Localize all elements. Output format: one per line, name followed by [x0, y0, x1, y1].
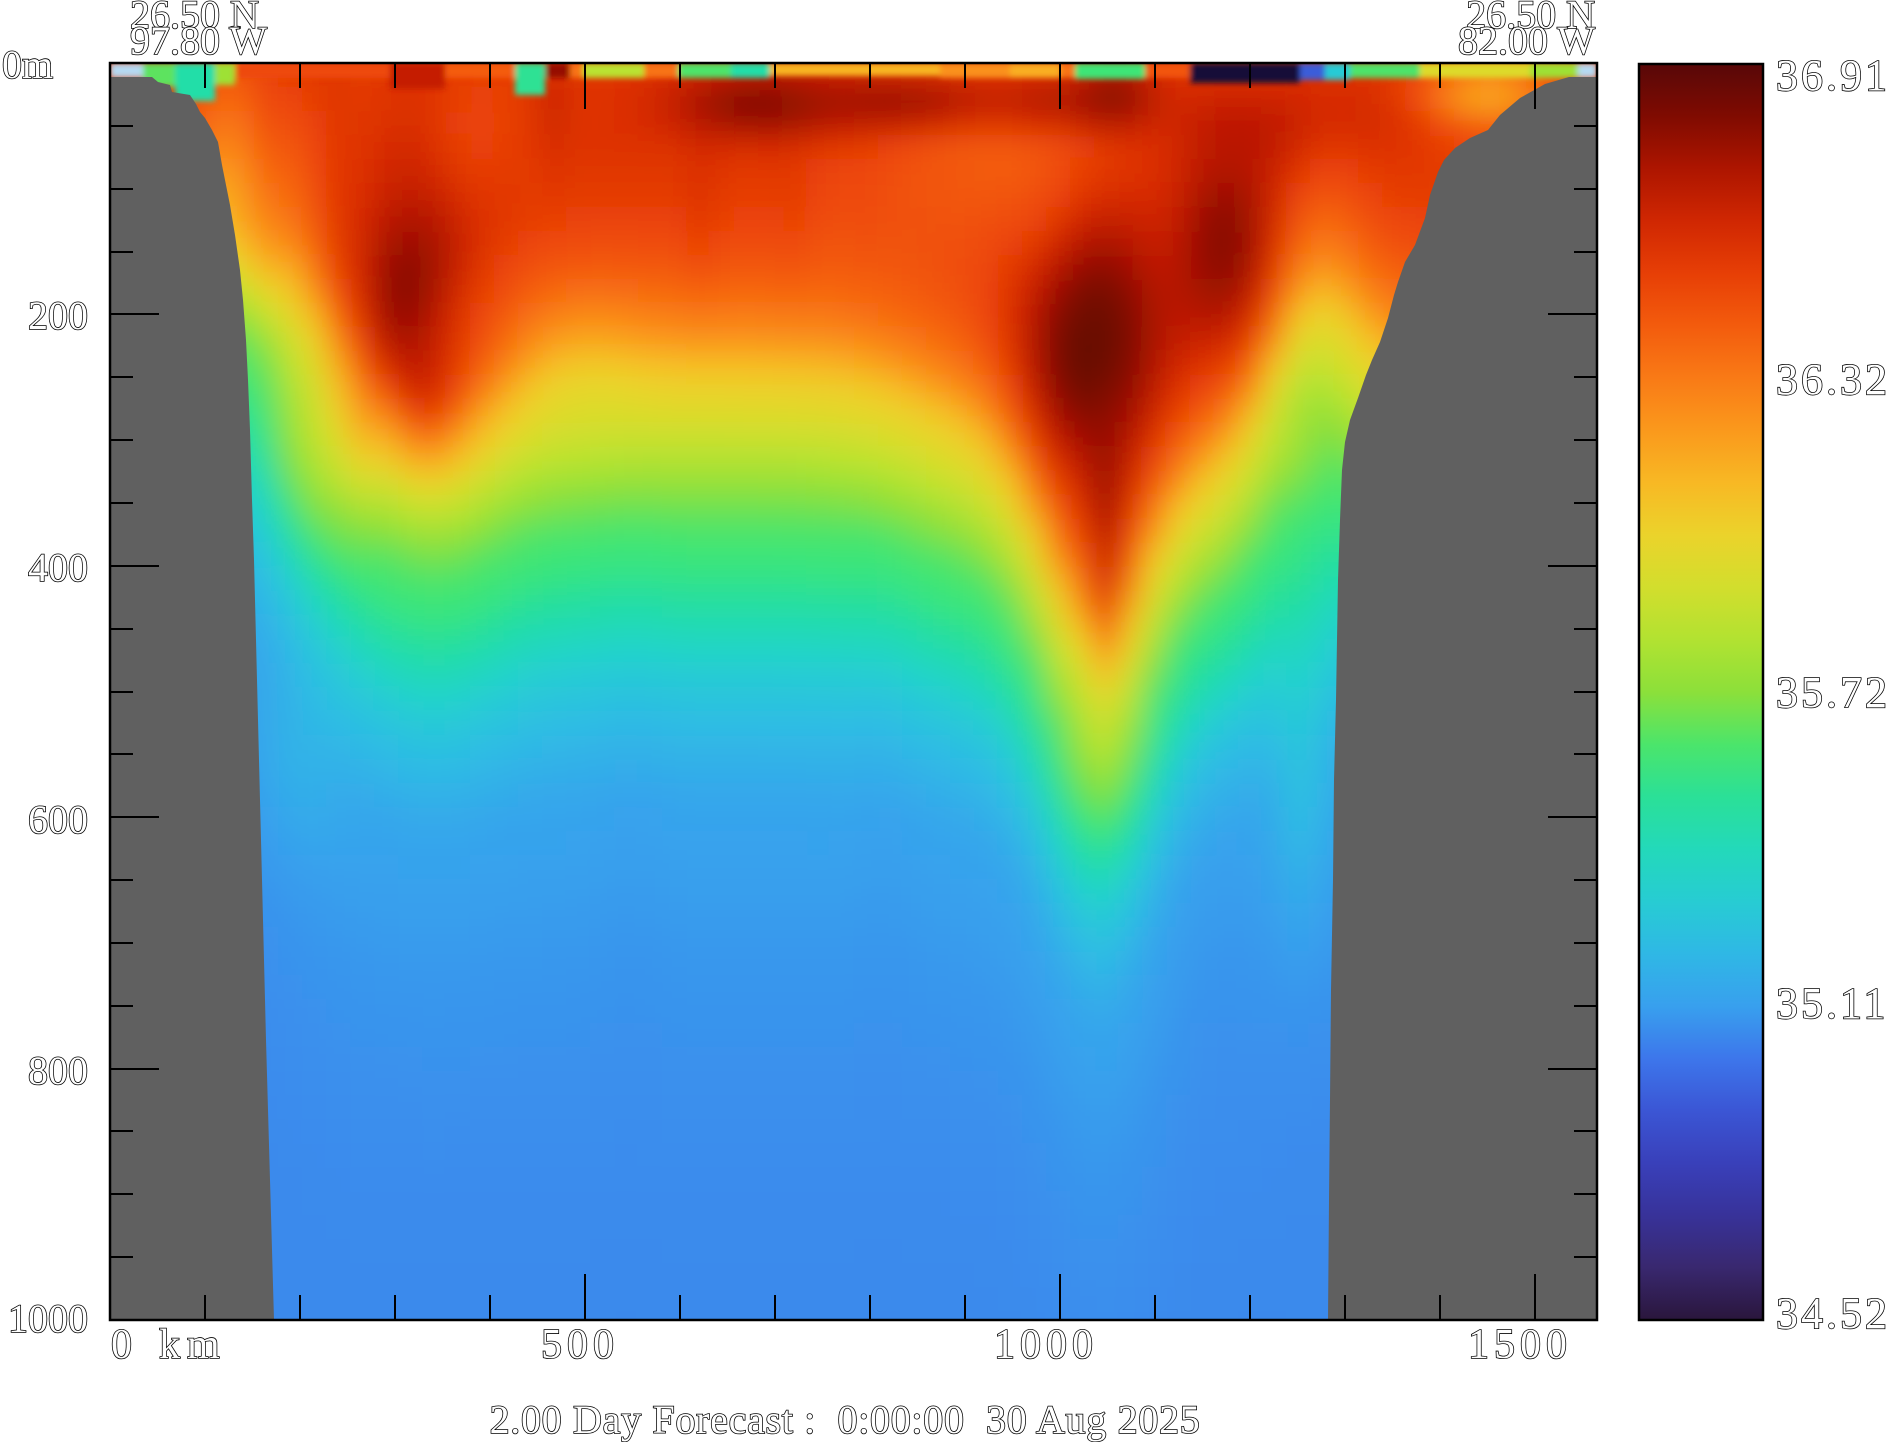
svg-text:26.50 N: 26.50 N [130, 0, 259, 37]
svg-text:35.11: 35.11 [1776, 979, 1888, 1028]
svg-text:36.91: 36.91 [1776, 51, 1890, 100]
svg-text:0m: 0m [2, 42, 53, 87]
svg-text:26.50 N: 26.50 N [1466, 0, 1595, 37]
svg-text:36.32: 36.32 [1776, 355, 1890, 404]
svg-text:600: 600 [28, 797, 88, 842]
svg-text:1500: 1500 [1468, 1322, 1572, 1368]
svg-text:97.80 W: 97.80 W [130, 18, 267, 63]
svg-text:400: 400 [28, 545, 88, 590]
svg-text:1000: 1000 [994, 1322, 1098, 1368]
svg-text:35.72: 35.72 [1776, 668, 1890, 717]
svg-text:1000: 1000 [8, 1296, 88, 1341]
svg-text:2.00 Day Forecast : 0:00:00: 2.00 Day Forecast : 0:00:00 30 Aug 2025 [490, 1397, 1201, 1442]
svg-text:800: 800 [28, 1048, 88, 1093]
svg-text:0: 0 [111, 1322, 132, 1368]
svg-text:500: 500 [541, 1322, 619, 1368]
svg-text:200: 200 [28, 293, 88, 338]
svg-text:82.00 W: 82.00 W [1458, 18, 1595, 63]
svg-text:km: km [159, 1322, 227, 1368]
svg-text:34.52: 34.52 [1776, 1289, 1890, 1338]
